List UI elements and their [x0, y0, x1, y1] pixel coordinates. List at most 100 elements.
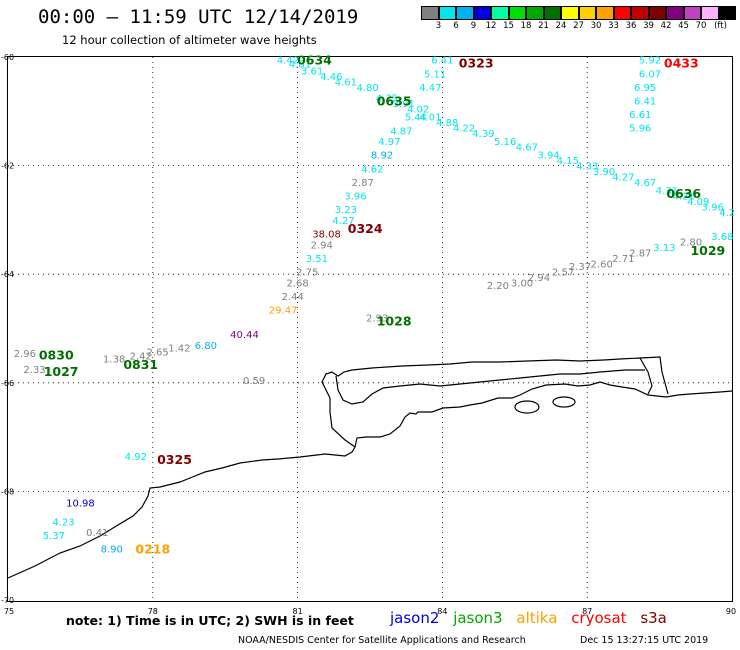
wave-height-value: 4.33: [576, 162, 598, 173]
wave-height-value: 4.80: [356, 83, 378, 94]
wave-height-value: 4.42: [277, 56, 299, 67]
wave-height-value: 4.87: [390, 126, 412, 137]
wave-height-value: 5.96: [629, 124, 651, 135]
legend-label: 24: [555, 21, 567, 31]
wave-height-value: 5.44: [405, 113, 427, 124]
wave-height-value: 8.92: [371, 151, 393, 162]
wave-height-value: 38.08: [312, 229, 341, 240]
wave-height-value: 2.60: [591, 259, 613, 270]
wave-height-value: 4.23: [52, 517, 74, 528]
wave-height-value: 1.42: [168, 344, 190, 355]
legend-label: 42: [660, 21, 672, 31]
wave-height-value: 10.98: [66, 498, 95, 509]
wave-height-value: 3.91: [393, 99, 415, 110]
wave-height-value: 0.59: [243, 376, 265, 387]
legend-swatch: [613, 6, 631, 20]
satellite-s3a: s3a: [640, 609, 667, 627]
pass-time-label: 0636: [666, 186, 701, 201]
legend-swatch: [648, 6, 666, 20]
satellite-jason2: jason2: [390, 609, 440, 627]
color-legend: 3 6 9 12 15 18 21 24 27 30 33 36 39 42 45 70 (ft): [421, 6, 740, 32]
wave-height-value: 3.13: [653, 243, 675, 254]
wave-height-value: 4.88: [436, 118, 458, 129]
wave-height-value: 4.02: [407, 105, 429, 116]
wave-height-value: 3.90: [593, 167, 615, 178]
island-2: [552, 396, 576, 408]
wave-height-value: 6.41: [431, 56, 453, 67]
legend-swatch: [561, 6, 579, 20]
wave-height-value: 3.94: [537, 151, 559, 162]
legend-label: 21: [538, 21, 549, 31]
ice-shelf-ridge: [639, 357, 653, 395]
wave-height-value: 4.67: [634, 178, 656, 189]
wave-height-value: 8.90: [101, 544, 123, 555]
legend-label: 45: [678, 21, 689, 31]
wave-height-value: 4.62: [361, 164, 383, 175]
latitude-tick: -60: [1, 53, 14, 62]
pass-time-label: 0831: [123, 357, 158, 372]
wave-height-value: 2.94: [311, 240, 333, 251]
legend-labels: 3 6 9 12 15 18 21 24 27 30 33 36 39 42 45 70 (ft): [421, 20, 740, 32]
wave-height-value: 4.27: [612, 172, 634, 183]
coastline-path: [7, 381, 733, 579]
wave-height-value: 2.87: [352, 178, 374, 189]
wave-height-value: 2.93: [366, 314, 388, 325]
pass-time-label: 1028: [377, 313, 412, 328]
wave-height-value: 4.35: [376, 94, 398, 105]
legend-label: 18: [520, 21, 532, 31]
wave-height-value: 5.92: [639, 56, 661, 67]
legend-swatch: [421, 6, 439, 20]
wave-height-value: 6.95: [634, 83, 656, 94]
wave-height-value: 4.92: [125, 452, 147, 463]
legend-swatch: [438, 6, 456, 20]
wave-height-value: 4.01: [419, 113, 441, 124]
wave-height-value: 2.33: [23, 365, 45, 376]
wave-height-value: 4.21: [673, 191, 695, 202]
latitude-tick: -68: [1, 487, 14, 496]
legend-label: 27: [573, 21, 584, 31]
wave-height-value: 4.2: [719, 208, 735, 219]
legend-swatch: [578, 6, 596, 20]
longitude-tick: 84: [437, 607, 447, 616]
legend-label: 36: [625, 21, 637, 31]
legend-swatch: [491, 6, 509, 20]
wave-height-value: 2.87: [629, 248, 651, 259]
pass-time-label: 0218: [135, 541, 170, 556]
legend-swatch: [508, 6, 526, 20]
generation-timestamp: Dec 15 13:27:15 UTC 2019: [580, 635, 709, 646]
legend-swatch: [701, 6, 719, 20]
pass-time-labels: 0634 0323 0433 0635 0636 0324 1029 1028 08301027…: [39, 53, 725, 557]
ice-shelf-outline: [321, 356, 669, 448]
latitude-tick: -70: [1, 596, 14, 605]
wave-height-value: 4.15: [557, 156, 579, 167]
latitude-tick: -66: [1, 379, 14, 388]
longitude-tick: 75: [4, 607, 14, 616]
pass-time-label: 0324: [348, 221, 383, 236]
wave-height-value: 5.37: [43, 531, 65, 542]
wave-height-value: 6.80: [195, 341, 217, 352]
longitude-tick: 87: [582, 607, 592, 616]
wave-height-value: 4.67: [516, 143, 538, 154]
antarctic-coastline: [7, 356, 733, 579]
coast-bump: [335, 369, 645, 405]
legend-label: 6: [453, 21, 459, 31]
legend-label: 39: [643, 21, 654, 31]
latitude-tick: -62: [1, 162, 14, 171]
legend-swatch: [683, 6, 701, 20]
wave-height-value: 2.96: [14, 349, 36, 360]
wave-height-value: 4.46: [320, 72, 342, 83]
wave-height-value: 2.71: [612, 254, 634, 265]
wave-height-value: 2.68: [286, 278, 308, 289]
wave-height-value: 2.75: [296, 267, 318, 278]
satellite-altika: altika: [516, 609, 558, 627]
wave-height-value: 3.68: [711, 232, 733, 243]
legend-label: 30: [590, 21, 602, 31]
pass-time-label: 0325: [157, 452, 192, 467]
wave-height-value: 4.61: [335, 77, 357, 88]
wave-height-value: 3.00: [511, 278, 533, 289]
legend-swatch: [543, 6, 561, 20]
wave-height-value: 4.97: [378, 137, 400, 148]
wave-height-value: 2.44: [282, 292, 304, 303]
legend-label: 33: [608, 21, 619, 31]
wave-height-value: 40.44: [230, 330, 259, 341]
